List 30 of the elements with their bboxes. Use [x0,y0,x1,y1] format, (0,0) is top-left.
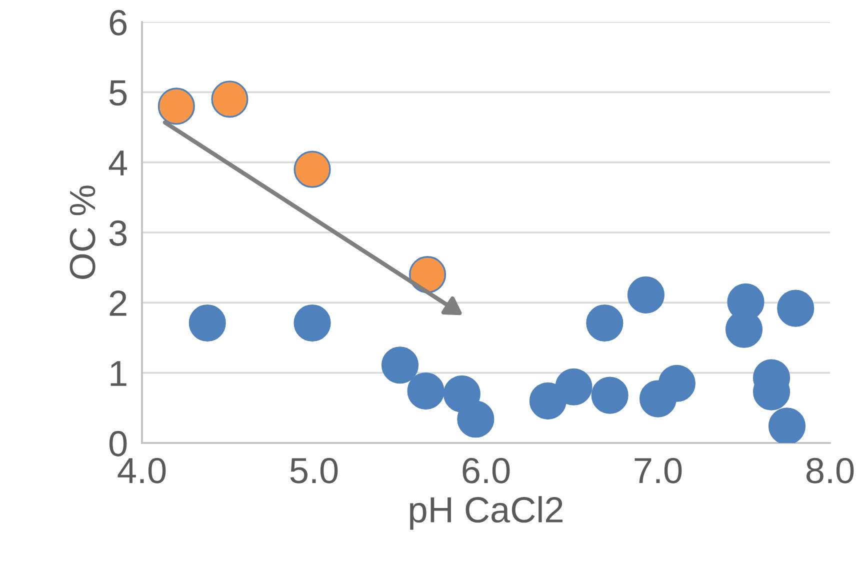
x-tick-label: 6.0 [462,458,510,484]
y-tick-label: 2 [110,290,126,316]
point [768,408,806,443]
point [658,364,696,402]
x-tick-label: 8.0 [806,458,854,484]
x-tick-label: 7.0 [634,458,682,484]
point [586,304,624,342]
point [408,256,446,294]
point [407,372,444,410]
point [211,80,248,118]
point [294,304,331,342]
point [777,290,814,327]
y-tick-label: 0 [109,430,127,456]
point [188,304,226,342]
point [591,376,628,414]
point [627,276,664,314]
x-tick-label: 4.0 [118,458,166,484]
y-tick-label: 3 [109,220,127,246]
x-tick-label: 5.0 [290,458,338,484]
point [555,368,592,406]
point [294,150,331,188]
y-tick-label: 1 [110,361,126,386]
point [381,346,419,384]
x-axis-title: pH CaCl2 [410,496,562,530]
y-tick-label: 4 [108,150,128,176]
point [457,400,494,438]
y-tick-label: 5 [109,80,127,106]
y-axis-title: OC % [70,186,96,279]
point [158,88,195,125]
y-tick-label: 6 [110,10,127,36]
